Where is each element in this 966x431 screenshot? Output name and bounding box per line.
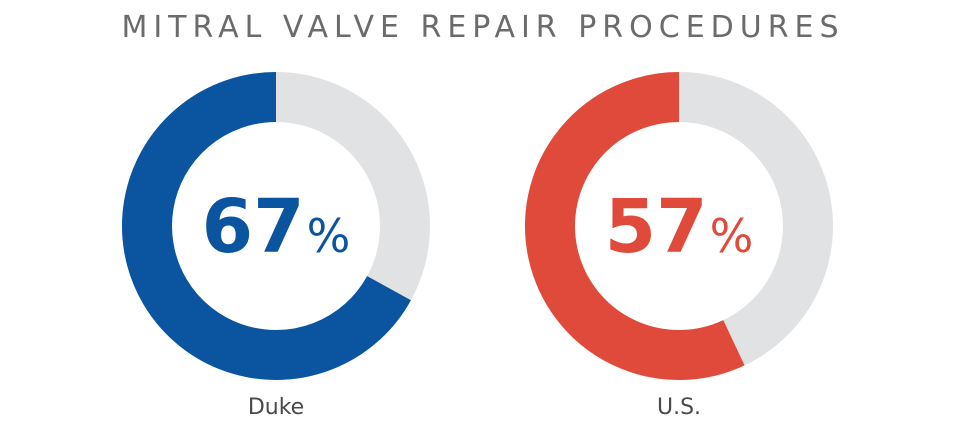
- chart-title: MITRAL VALVE REPAIR PROCEDURES: [121, 10, 845, 45]
- value-percent-sign-duke: %: [307, 209, 351, 263]
- value-percent-sign-u-s: %: [710, 209, 754, 263]
- value-number-u-s: 57: [605, 184, 708, 270]
- donut-value-arc-u-s: [525, 72, 745, 380]
- category-label-u-s: U.S.: [657, 395, 701, 420]
- category-label-duke: Duke: [248, 395, 304, 420]
- value-label-u-s: 57%: [605, 184, 754, 270]
- donut-value-arc-duke: [122, 72, 411, 380]
- value-number-duke: 67: [202, 184, 305, 270]
- donut-chart-duke: 67% Duke: [122, 72, 430, 420]
- value-label-duke: 67%: [202, 184, 351, 270]
- donut-chart-us: 57% U.S.: [525, 72, 833, 420]
